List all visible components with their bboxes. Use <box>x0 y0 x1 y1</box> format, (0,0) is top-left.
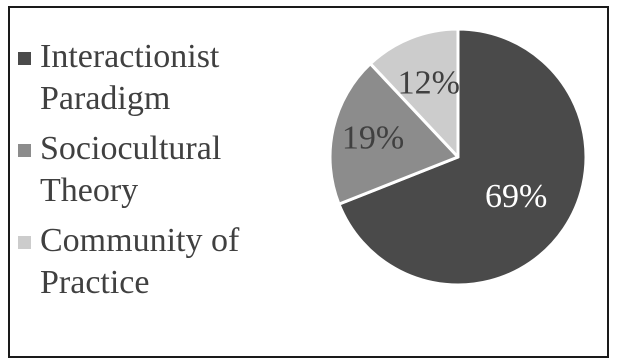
legend-label-interactionist: Interactionist Paradigm <box>40 38 220 117</box>
pie-slice-interactionist <box>337 27 588 287</box>
data-label-interactionist: 69% <box>485 178 547 215</box>
legend-item-interactionist: Interactionist Paradigm <box>18 36 308 120</box>
legend-swatch-community <box>18 236 31 249</box>
chart-legend: Interactionist Paradigm Sociocultural Th… <box>18 36 308 312</box>
legend-item-sociocultural: Sociocultural Theory <box>18 128 308 212</box>
data-label-community: 12% <box>398 65 460 102</box>
legend-label-sociocultural: Sociocultural Theory <box>40 130 222 209</box>
legend-swatch-sociocultural <box>18 144 31 157</box>
pie-slice-sociocultural <box>328 62 460 206</box>
data-label-sociocultural: 19% <box>342 120 404 157</box>
legend-label-community: Community of Practice <box>40 222 240 301</box>
pie-slice-community <box>368 27 460 159</box>
legend-item-community: Community of Practice <box>18 220 308 304</box>
legend-swatch-interactionist <box>18 52 31 65</box>
